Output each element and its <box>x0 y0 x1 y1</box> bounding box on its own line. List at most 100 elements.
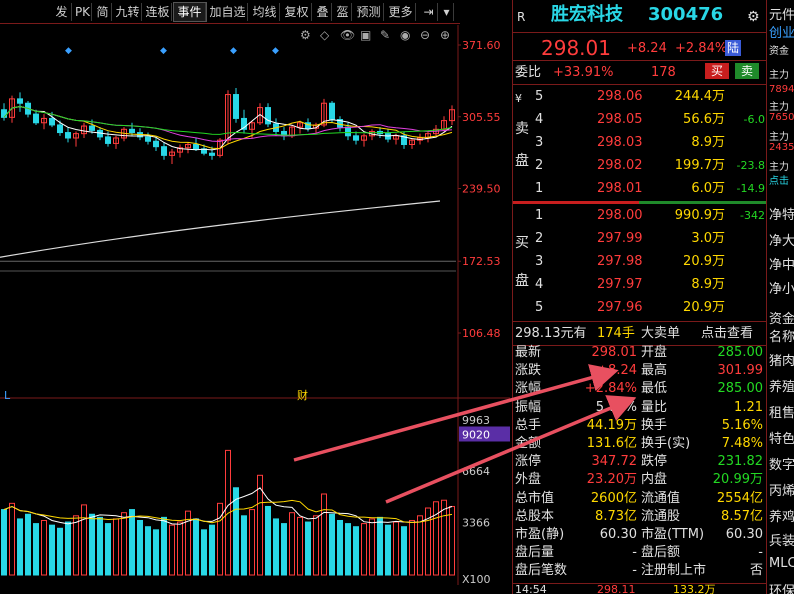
side-item-6[interactable]: 7650 <box>769 112 794 123</box>
side-item-23[interactable]: 养鸡 <box>769 510 794 525</box>
side-item-16[interactable]: 名称 <box>769 330 794 345</box>
price-axis-label-2: 239.50 <box>462 183 501 196</box>
kline-chart-area[interactable]: ⚙ ◇ 👁 ▣ ✎ ◉ ⊖ ⊕ ◆ ◆ ◆ ◆ 371.60 305.55 239.50 172.53 106.… <box>0 25 510 594</box>
volume-bar <box>385 524 391 576</box>
volume-bar <box>17 518 23 576</box>
kline-chart-svg[interactable]: ⚙ ◇ 👁 ▣ ✎ ◉ ⊖ ⊕ ◆ ◆ ◆ ◆ 371.60 305.55 239.50 172.53 106.… <box>0 25 510 594</box>
header-divider <box>513 32 767 33</box>
volume-bar <box>209 524 215 576</box>
side-item-24[interactable]: 兵装 <box>769 534 794 549</box>
sell-label-1: 卖 <box>515 121 529 137</box>
toolbar-button-12[interactable]: 更多 <box>386 3 416 21</box>
bid-level: 3 <box>535 254 544 269</box>
toolbar-dropdown-icon[interactable]: ▾ <box>440 3 454 21</box>
volume-bar <box>257 474 263 576</box>
side-item-2[interactable]: 资金 <box>769 46 789 57</box>
side-item-1[interactable]: 创业 <box>769 26 794 41</box>
last-price: 298.01 <box>541 36 611 60</box>
candle-body <box>393 135 399 140</box>
toolbar-button-1[interactable]: PK <box>74 3 92 21</box>
candle-body <box>89 125 95 131</box>
side-item-8[interactable]: 2435 <box>769 142 794 153</box>
sell-button[interactable]: 卖 <box>735 63 759 79</box>
volume-bar <box>401 526 407 576</box>
weibi-num: 178 <box>651 65 676 80</box>
volume-bar <box>201 529 207 576</box>
bid-level: 5 <box>535 300 544 315</box>
stat-label-right: 跌停 <box>641 454 668 470</box>
side-item-5[interactable]: 主力 <box>769 102 789 113</box>
toolbar-button-6[interactable]: 加自选 <box>208 3 248 21</box>
buy-button[interactable]: 买 <box>705 63 729 79</box>
toolbar-button-9[interactable]: 叠 <box>314 3 332 21</box>
side-item-17[interactable]: 猪肉 <box>769 354 794 369</box>
side-item-19[interactable]: 租售 <box>769 406 794 421</box>
stat-label-right: 内盘 <box>641 472 668 488</box>
stat-value-left: - <box>632 545 637 561</box>
side-item-0[interactable]: 元件 <box>769 8 794 23</box>
bid-level: 1 <box>535 208 544 223</box>
side-item-10[interactable]: 点击 <box>769 176 789 187</box>
settings-gear-icon[interactable]: ⚙ <box>747 9 760 25</box>
tick-time: 14:54 <box>515 583 547 594</box>
stat-label-right: 市盈(TTM) <box>641 527 705 542</box>
big-order-link[interactable]: 点击查看 <box>701 326 754 341</box>
side-item-11[interactable]: 净特 <box>769 208 794 223</box>
side-item-15[interactable]: 资金 <box>769 312 794 327</box>
toolbar-button-4[interactable]: 连板 <box>144 3 172 21</box>
stock-code: 300476 <box>648 4 724 25</box>
candle-body <box>217 139 223 156</box>
buy-label-2: 盘 <box>515 273 529 289</box>
buy-label-1: 买 <box>515 235 529 251</box>
side-item-7[interactable]: 主力 <box>769 132 789 143</box>
side-item-12[interactable]: 净大 <box>769 234 794 249</box>
stat-label-left: 外盘 <box>515 472 542 488</box>
side-item-4[interactable]: 7894 <box>769 84 794 95</box>
candle-body <box>17 98 23 104</box>
stat-label-left: 总手 <box>515 417 542 433</box>
side-item-9[interactable]: 主力 <box>769 162 789 173</box>
side-item-21[interactable]: 数字 <box>769 458 794 473</box>
candle-body <box>145 136 151 142</box>
bid-volume: 3.0万 <box>691 231 725 246</box>
toolbar-button-2[interactable]: 简 <box>94 3 112 21</box>
toolbar-button-3[interactable]: 九转 <box>114 3 142 21</box>
price-change-pct: +2.84% <box>675 41 728 56</box>
toolbar-button-11[interactable]: 预测 <box>354 3 384 21</box>
side-item-20[interactable]: 特色 <box>769 432 794 447</box>
side-item-13[interactable]: 净中 <box>769 258 794 273</box>
side-item-3[interactable]: 主力 <box>769 70 789 81</box>
side-item-14[interactable]: 净小 <box>769 282 794 297</box>
toolbar-button-7[interactable]: 均线 <box>250 3 280 21</box>
candle-body <box>225 94 231 141</box>
side-item-25[interactable]: MLC <box>769 556 794 571</box>
toolbar-pin-icon[interactable]: ⇥ <box>420 3 438 21</box>
toolbar-button-10[interactable]: 盔 <box>334 3 352 21</box>
candle-body <box>241 117 247 130</box>
side-item-22[interactable]: 丙烯 <box>769 484 794 499</box>
volume-bar <box>265 505 271 576</box>
stat-value-left: 131.6亿 <box>586 436 637 451</box>
toolbar-button-0[interactable]: 发 <box>52 3 72 21</box>
event-marker-icon: ◆ <box>230 46 237 56</box>
stat-label-right: 量比 <box>641 399 668 415</box>
volume-ma10-line <box>3 499 453 524</box>
stat-value-right: 285.00 <box>717 345 764 360</box>
volume-bar <box>297 516 303 576</box>
toolbar-button-5[interactable]: 事件 <box>173 2 207 22</box>
toolbar-button-8[interactable]: 复权 <box>282 3 312 21</box>
volume-bar <box>153 529 159 576</box>
side-item-26[interactable]: 环保 <box>769 584 794 594</box>
side-item-18[interactable]: 养殖 <box>769 380 794 395</box>
stats-divider <box>513 583 767 584</box>
bid-level: 2 <box>535 231 544 246</box>
stat-value-right: 5.16% <box>721 417 763 433</box>
volume-bar <box>337 519 343 576</box>
volume-bar <box>161 516 167 576</box>
stat-value-right: 8.57亿 <box>721 508 763 524</box>
chart-tool-icon-4: ✎ <box>380 28 390 42</box>
stat-value-left: 298.01 <box>591 345 638 360</box>
volume-bar <box>225 449 231 576</box>
candle-body <box>81 125 87 135</box>
ask-delta <box>727 86 765 108</box>
